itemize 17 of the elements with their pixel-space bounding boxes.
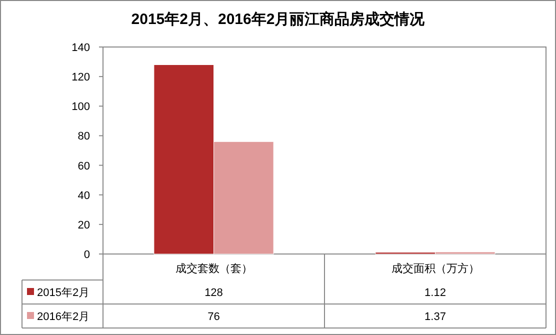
chart-title: 2015年2月、2016年2月丽江商品房成交情况 xyxy=(131,10,426,28)
y-tick-label: 40 xyxy=(78,190,90,202)
data-label: 128 xyxy=(204,287,223,299)
data-label: 76 xyxy=(208,311,220,323)
x-tick-label: 成交套数（套） xyxy=(175,262,252,275)
y-tick-label: 100 xyxy=(72,101,90,114)
y-tick-label: 120 xyxy=(72,72,90,84)
data-label: 1.12 xyxy=(424,287,446,299)
legend-label: 2016年2月 xyxy=(37,311,90,323)
legend-label: 2015年2月 xyxy=(37,287,90,299)
y-tick-label: 80 xyxy=(78,130,90,143)
y-tick-label: 140 xyxy=(72,42,90,54)
y-tick-label: 60 xyxy=(78,160,90,172)
y-tick-label: 20 xyxy=(78,219,90,232)
x-tick-label: 成交面积（万方） xyxy=(391,262,480,275)
y-tick-label: 0 xyxy=(84,249,90,261)
data-label: 1.37 xyxy=(424,311,446,323)
